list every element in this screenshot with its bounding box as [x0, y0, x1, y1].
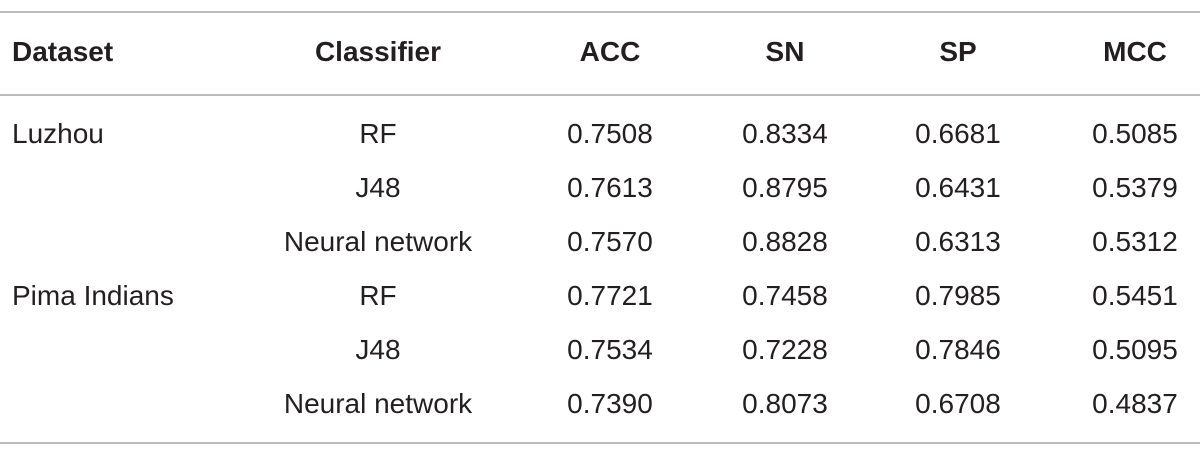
dataset-label: Luzhou — [12, 118, 104, 149]
column-header: ACC — [579, 36, 641, 67]
classifier-label: Neural network — [283, 226, 473, 257]
metric-value: 0.8334 — [742, 118, 828, 149]
column-header: SP — [939, 36, 977, 67]
metric-value: 0.7508 — [567, 118, 653, 149]
metric-value: 0.6708 — [915, 388, 1001, 419]
classifier-label: J48 — [355, 334, 401, 365]
metric-value: 0.8073 — [742, 388, 828, 419]
column-header: SN — [765, 36, 805, 67]
metric-value: 0.7613 — [567, 172, 653, 203]
classifier-label: RF — [359, 280, 397, 311]
dataset-label: Pima Indians — [12, 280, 174, 311]
metric-value: 0.5379 — [1092, 172, 1178, 203]
metric-value: 0.5085 — [1092, 118, 1178, 149]
metric-value: 0.8795 — [742, 172, 828, 203]
metric-value: 0.6431 — [915, 172, 1001, 203]
metric-value: 0.7846 — [915, 334, 1001, 365]
metric-value: 0.7570 — [567, 226, 653, 257]
metric-value: 0.6313 — [915, 226, 1001, 257]
top-rule — [0, 11, 1200, 13]
metric-value: 0.4837 — [1092, 388, 1178, 419]
classifier-label: J48 — [355, 172, 401, 203]
classifier-label: RF — [359, 118, 397, 149]
metric-value: 0.8828 — [742, 226, 828, 257]
column-header: Classifier — [314, 36, 442, 67]
metric-value: 0.5451 — [1092, 280, 1178, 311]
metric-value: 0.7458 — [742, 280, 828, 311]
metric-value: 0.7534 — [567, 334, 653, 365]
metric-value: 0.6681 — [915, 118, 1001, 149]
column-header: MCC — [1103, 36, 1167, 67]
bottom-rule — [0, 442, 1200, 444]
metric-value: 0.5312 — [1092, 226, 1178, 257]
metric-value: 0.7228 — [742, 334, 828, 365]
column-header: Dataset — [12, 36, 114, 67]
header-rule — [0, 94, 1200, 96]
metric-value: 0.7985 — [915, 280, 1001, 311]
metric-value: 0.7721 — [567, 280, 653, 311]
classifier-label: Neural network — [283, 388, 473, 419]
metric-value: 0.7390 — [567, 388, 653, 419]
metric-value: 0.5095 — [1092, 334, 1178, 365]
